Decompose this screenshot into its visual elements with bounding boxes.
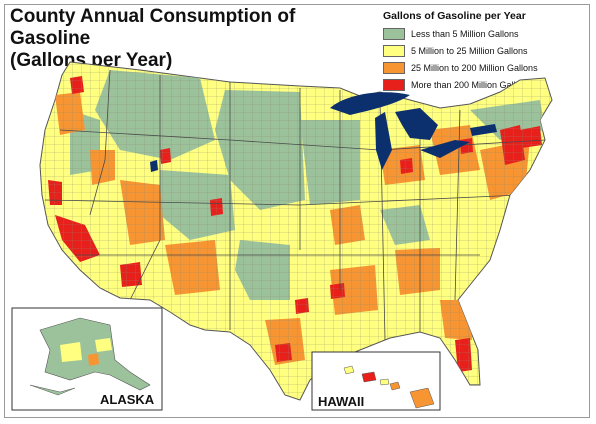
legend-item-less-5m: Less than 5 Million Gallons <box>383 26 583 41</box>
alaska-label: ALASKA <box>100 392 155 407</box>
legend-label: More than 200 Million Gallons <box>411 79 531 90</box>
legend-label: 25 Million to 200 Million Gallons <box>411 62 538 73</box>
great-lakes <box>150 92 497 172</box>
legend-item-more-200m: More than 200 Million Gallons <box>383 77 583 92</box>
alaska-inset: ALASKA <box>11 307 163 411</box>
legend-swatch <box>383 78 405 91</box>
legend-label: 5 Million to 25 Million Gallons <box>411 45 528 56</box>
hawaii-label: HAWAII <box>318 394 364 409</box>
legend: Gallons of Gasoline per Year Less than 5… <box>383 10 583 94</box>
title-line-1: County Annual Consumption of Gasoline <box>10 6 296 49</box>
legend-swatch <box>383 61 405 74</box>
legend-item-5m-25m: 5 Million to 25 Million Gallons <box>383 43 583 58</box>
legend-label: Less than 5 Million Gallons <box>411 28 519 39</box>
legend-title: Gallons of Gasoline per Year <box>383 10 526 22</box>
hawaii-inset: HAWAII <box>311 351 441 411</box>
legend-swatch <box>383 44 405 57</box>
legend-swatch <box>383 27 405 40</box>
legend-item-25m-200m: 25 Million to 200 Million Gallons <box>383 60 583 75</box>
map-title: County Annual Consumption of Gasoline (G… <box>10 6 370 72</box>
title-line-2: (Gallons per Year) <box>10 50 173 71</box>
